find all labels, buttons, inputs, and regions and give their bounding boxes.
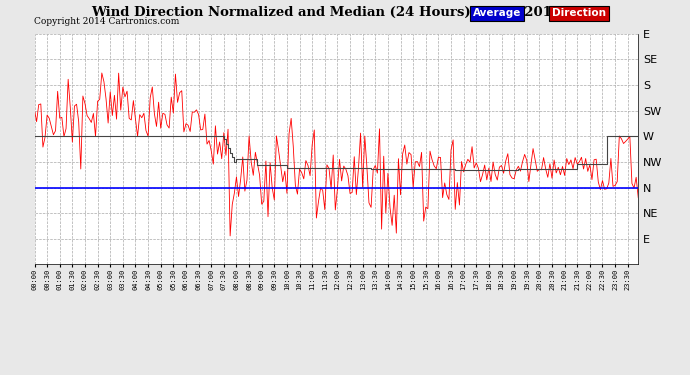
Text: Direction: Direction	[552, 8, 606, 18]
Text: Copyright 2014 Cartronics.com: Copyright 2014 Cartronics.com	[34, 17, 180, 26]
Text: Wind Direction Normalized and Median (24 Hours) (New) 20141020: Wind Direction Normalized and Median (24…	[92, 6, 598, 19]
Text: Average: Average	[473, 8, 521, 18]
